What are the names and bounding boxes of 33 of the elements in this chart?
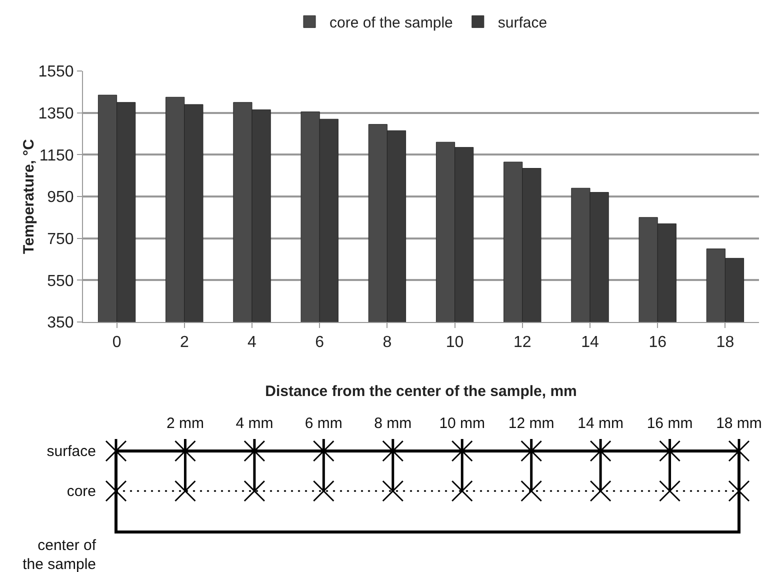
text: 8 mm [374, 415, 412, 432]
x-tick-label: 6 [315, 334, 324, 352]
x-tick-label: 12 [514, 334, 532, 352]
text: 18 mm [716, 415, 762, 432]
y-tick-label: 350 [47, 314, 74, 332]
text: 12 mm [508, 415, 554, 432]
x-tick-label: 4 [248, 334, 257, 352]
text: 2 mm [166, 415, 204, 432]
text: 14 mm [578, 415, 624, 432]
y-tick-label: 750 [47, 230, 74, 248]
x-tick-label: 0 [112, 334, 122, 352]
x-tick-label: 14 [581, 334, 599, 352]
y-tick-label: 950 [47, 189, 74, 206]
x-axis-title: Distance from the center of the sample, mm [265, 383, 577, 400]
y-axis-title: Temperature, °C [20, 138, 38, 254]
text: surface [46, 443, 96, 460]
x-tick-label: 16 [648, 334, 667, 352]
text: 6 mm [304, 415, 342, 432]
x-tick-label: 10 [446, 334, 464, 352]
y-tick-label: 1150 [39, 147, 74, 164]
x-tick-label: 2 [180, 334, 189, 352]
y-tick-label: 550 [47, 272, 74, 290]
x-tick-label: 8 [382, 334, 392, 352]
text: core [66, 483, 96, 500]
y-tick-label: 1350 [38, 105, 74, 122]
legend-label: surface [498, 14, 548, 32]
text: 4 mm [236, 415, 274, 432]
text: 16 mm [646, 415, 693, 432]
legend-label: core of the sample [330, 14, 453, 32]
text: center of the sample [22, 537, 97, 572]
y-tick-label: 1550 [38, 64, 74, 81]
text: 10 mm [439, 415, 486, 432]
x-tick-label: 18 [716, 334, 734, 352]
